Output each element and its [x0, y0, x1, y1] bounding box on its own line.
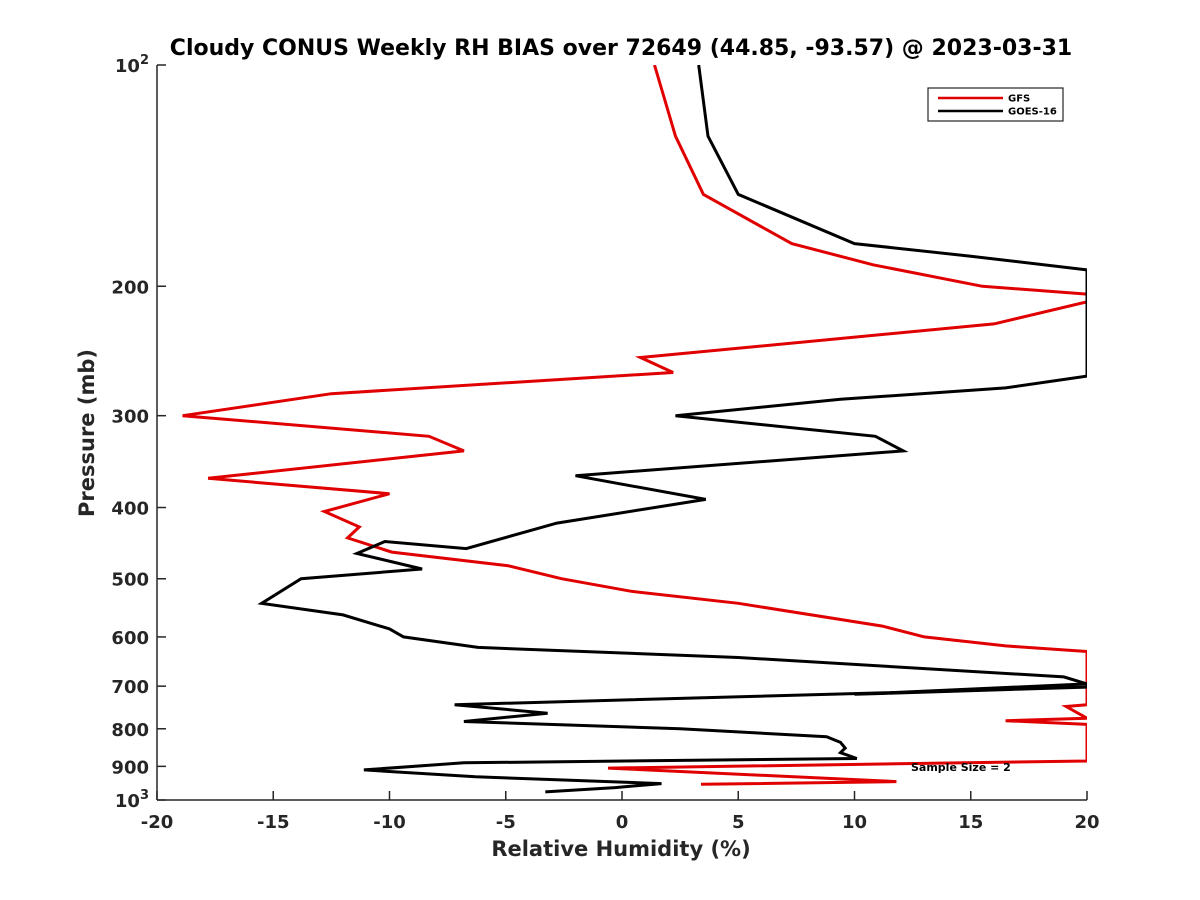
- x-tick-label: -15: [257, 812, 290, 833]
- y-tick-label: 200: [111, 277, 149, 298]
- y-axis-label: Pressure (mb): [75, 349, 99, 517]
- sample-size-annotation: Sample Size = 2: [911, 761, 1011, 774]
- series-line-goes16: [257, 65, 1087, 794]
- y-tick-label: 900: [111, 757, 149, 778]
- x-tick-label: 15: [958, 812, 983, 833]
- y-tick-label: 500: [111, 570, 149, 591]
- chart-title: Cloudy CONUS Weekly RH BIAS over 72649 (…: [170, 36, 1072, 61]
- x-tick-label: 0: [616, 812, 629, 833]
- axes-layer: -20 -15 -10 -5 0 5 10 15 20 102 200 300 400 500 600 700…: [111, 53, 1099, 833]
- x-tick-label: 20: [1074, 812, 1099, 833]
- x-axis-label: Relative Humidity (%): [491, 837, 750, 861]
- legend-box: [927, 87, 1064, 122]
- legend-label-goes16: GOES-16: [1008, 107, 1057, 118]
- x-tick-label: 5: [732, 812, 745, 833]
- x-tick-label: 10: [842, 812, 867, 833]
- y-tick-label: 300: [111, 407, 149, 428]
- series-line-gfs: [182, 65, 1087, 786]
- x-tick-label: -10: [373, 812, 406, 833]
- x-tick-label: -20: [141, 812, 174, 833]
- y-tick-label: 400: [111, 499, 149, 520]
- series-layer: [182, 65, 1087, 794]
- y-tick-label: 103: [115, 788, 149, 812]
- y-tick-label: 700: [111, 677, 149, 698]
- legend: GFS GOES-16: [927, 87, 1064, 122]
- x-tick-label: -5: [496, 812, 516, 833]
- legend-label-gfs: GFS: [1008, 94, 1030, 105]
- y-tick-label: 800: [111, 720, 149, 741]
- y-tick-label: 600: [111, 628, 149, 649]
- y-tick-label: 102: [115, 53, 149, 77]
